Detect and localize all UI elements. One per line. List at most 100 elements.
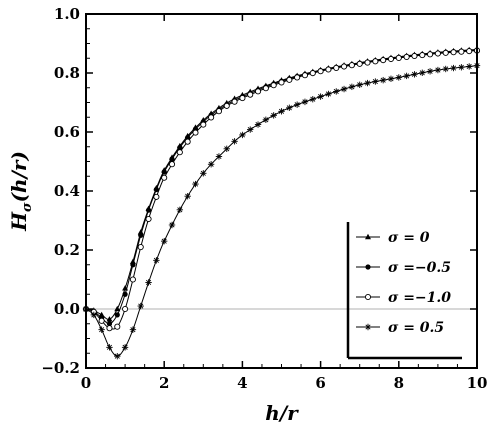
data-point — [231, 138, 238, 145]
data-point — [403, 53, 410, 61]
legend-marker — [364, 323, 372, 331]
data-point — [185, 134, 191, 141]
data-point — [192, 180, 199, 188]
data-point — [317, 68, 324, 75]
data-point — [177, 144, 183, 151]
y-axis-label-main: H — [7, 211, 31, 232]
y-tick-label: 0.8 — [54, 64, 80, 82]
data-point — [395, 74, 402, 81]
data-point — [114, 305, 121, 312]
data-point — [403, 72, 410, 80]
data-point — [325, 66, 332, 73]
data-point — [293, 101, 301, 108]
data-point — [254, 121, 262, 128]
data-point — [341, 63, 348, 70]
x-tick-label: 10 — [467, 374, 488, 392]
x-tick-label: 6 — [315, 374, 325, 392]
data-point — [301, 98, 309, 106]
x-axis-label: h/r — [265, 401, 299, 425]
data-point — [122, 305, 129, 313]
ticks-layer: 0 2 4 6 8 10 −0.2 0.0 0.2 0.4 0.6 0.8 1.0 — [41, 5, 487, 392]
data-point — [207, 161, 215, 168]
legend-item: σ = 0.5 — [356, 320, 444, 336]
y-axis-label-rest: (h/r) — [7, 151, 31, 202]
data-point — [434, 50, 441, 57]
data-point — [434, 66, 442, 74]
data-point — [286, 104, 293, 111]
data-point — [278, 79, 285, 86]
data-point — [129, 276, 136, 283]
x-tick-label: 8 — [394, 374, 404, 392]
data-point — [114, 323, 121, 330]
legend-item: σ = 0 — [356, 230, 430, 246]
series-2 — [82, 47, 481, 332]
legend-marker — [365, 233, 371, 240]
data-point — [356, 81, 363, 88]
data-point — [294, 74, 301, 81]
data-point — [333, 64, 340, 71]
data-point — [450, 64, 457, 72]
data-point — [153, 193, 160, 200]
data-point — [278, 108, 285, 115]
data-point — [411, 71, 418, 78]
data-point — [153, 186, 159, 193]
series-3 — [82, 62, 481, 360]
series-line — [85, 49, 478, 325]
data-point — [364, 79, 371, 87]
data-point — [333, 88, 340, 95]
data-point — [442, 49, 449, 56]
data-point — [387, 55, 395, 63]
data-point — [426, 68, 434, 75]
data-point — [348, 62, 355, 69]
data-point — [121, 344, 129, 351]
data-point — [184, 192, 191, 200]
data-point — [356, 60, 363, 67]
data-point — [419, 69, 426, 76]
data-point — [145, 279, 152, 286]
y-axis-label-sub: σ — [20, 202, 35, 212]
data-point — [380, 57, 387, 64]
data-point — [301, 72, 309, 79]
series-line — [85, 50, 478, 330]
data-point — [130, 262, 136, 268]
data-point — [169, 156, 175, 162]
data-point — [168, 221, 176, 229]
series-0 — [83, 46, 480, 322]
data-point — [309, 96, 316, 103]
data-point — [122, 291, 128, 297]
data-point — [168, 161, 176, 168]
data-point — [98, 326, 105, 333]
data-point — [262, 116, 270, 123]
data-point — [138, 232, 144, 238]
data-point — [231, 98, 238, 105]
data-point — [419, 52, 426, 59]
data-point — [98, 317, 105, 324]
data-point — [129, 326, 137, 333]
series-line — [85, 48, 478, 320]
data-point — [247, 91, 254, 98]
legend-label: σ =−0.5 — [388, 260, 451, 276]
legend-item: σ =−1.0 — [356, 290, 451, 306]
data-point — [145, 215, 152, 223]
data-point — [387, 75, 395, 83]
data-point — [215, 108, 222, 115]
data-point — [450, 49, 457, 56]
data-point — [106, 344, 113, 351]
data-point — [114, 353, 121, 360]
data-point — [200, 170, 207, 177]
data-point — [161, 169, 167, 175]
data-point — [372, 58, 379, 65]
data-point — [442, 65, 449, 73]
data-point — [458, 64, 465, 71]
data-point — [137, 302, 144, 310]
data-point — [372, 78, 379, 85]
data-point — [114, 312, 120, 318]
data-point — [379, 76, 387, 84]
data-point — [137, 243, 144, 251]
legend: σ = 0 σ =−0.5 σ =−1.0 σ = 0.5 — [346, 222, 462, 360]
y-tick-label: 0.6 — [54, 123, 80, 141]
plot-frame — [85, 13, 478, 369]
data-point — [254, 88, 262, 95]
data-point — [262, 85, 269, 92]
